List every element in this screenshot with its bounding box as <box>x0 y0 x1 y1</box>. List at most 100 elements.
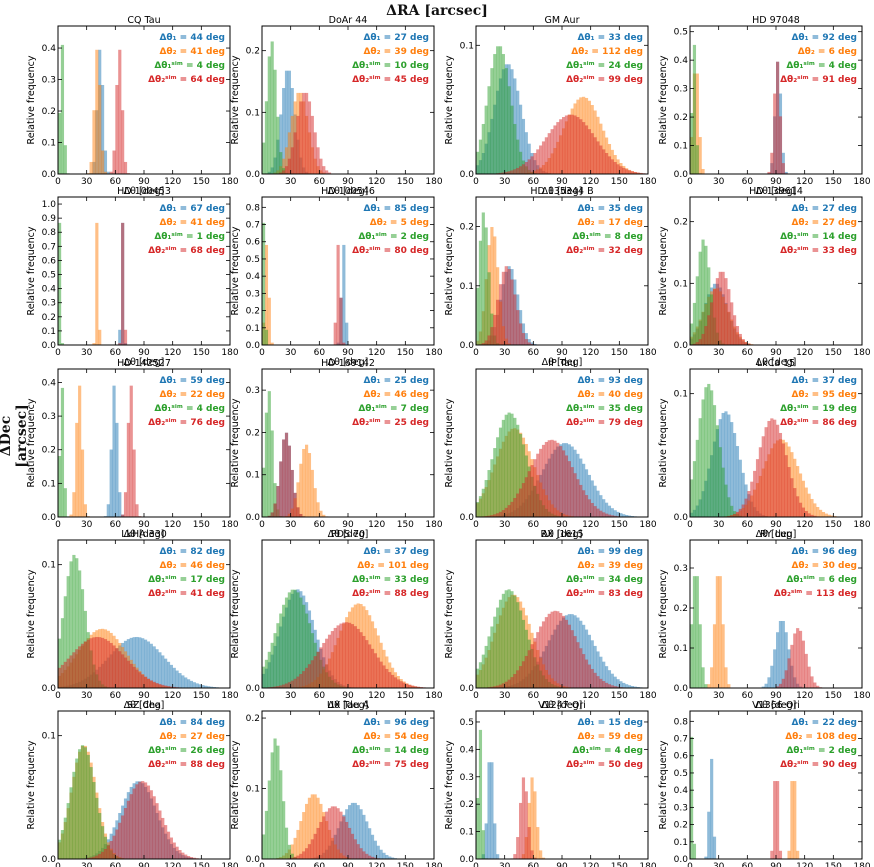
series-2 <box>58 44 70 174</box>
histogram-bar <box>773 419 777 517</box>
x-tick-label: 60 <box>528 691 540 701</box>
x-tick-label: 180 <box>425 520 442 530</box>
y-tick-label: 0.2 <box>674 821 688 831</box>
histogram-bar <box>408 684 412 688</box>
histogram-bar <box>519 323 523 345</box>
histogram-bar <box>570 114 574 174</box>
histogram-bar <box>567 114 571 174</box>
histogram-bar <box>519 610 523 688</box>
histogram-bar <box>490 515 494 517</box>
y-tick-label: 0.0 <box>42 513 57 523</box>
histogram-bar <box>793 781 797 859</box>
histogram-bar <box>773 781 777 859</box>
histogram-bar <box>750 481 754 517</box>
histogram-bar <box>307 453 312 517</box>
histogram-bar <box>559 612 563 688</box>
subplot-title: IP Tau <box>548 358 576 369</box>
x-tick-label: 180 <box>853 177 870 187</box>
histogram-bar <box>755 459 760 517</box>
histogram-bar <box>715 278 719 345</box>
histogram-bar <box>590 668 594 688</box>
y-axis-label: Relative frequency <box>658 55 669 144</box>
histogram-bar <box>801 480 805 517</box>
x-tick-label: 150 <box>397 177 414 187</box>
y-tick-label: 0.4 <box>674 56 689 66</box>
histogram-bar <box>721 271 725 345</box>
histogram-bar <box>773 649 777 688</box>
histogram-bar <box>287 682 291 688</box>
x-tick-label: 90 <box>556 691 568 701</box>
histogram-bar <box>118 651 122 688</box>
histogram-bar <box>599 678 603 688</box>
subplot-title: HD 100453 <box>117 186 171 197</box>
x-tick-label: 60 <box>110 177 122 187</box>
histogram-bar <box>778 116 783 174</box>
histogram-bar <box>516 424 520 517</box>
histogram-bar <box>804 653 808 688</box>
histogram-bar <box>605 513 609 517</box>
histogram-bar <box>138 672 142 688</box>
histogram-bar <box>112 150 116 174</box>
histogram-bar <box>365 853 369 859</box>
x-tick-label: 120 <box>368 177 385 187</box>
histogram-bar <box>533 153 537 174</box>
histogram-bar <box>690 479 694 517</box>
histogram-bar <box>152 681 156 688</box>
y-tick-label: 0.1 <box>42 561 56 571</box>
histogram-bar <box>827 514 831 517</box>
histogram-bar <box>487 272 491 345</box>
histogram-bar <box>533 343 537 345</box>
y-tick-label: 0.3 <box>246 289 260 299</box>
histogram-bar <box>490 68 494 174</box>
annotation-2: Δθ₁ˢⁱᵐ = 4 deg <box>786 61 857 71</box>
histogram-bar <box>264 412 269 517</box>
x-tick-label: 120 <box>368 520 385 530</box>
histogram-bar <box>701 667 705 688</box>
histogram-bar <box>80 449 85 517</box>
series-2 <box>58 387 70 517</box>
histogram-bar <box>302 448 306 517</box>
y-tick-label: 0.2 <box>460 223 474 233</box>
annotation-0: Δθ₁ = 15 deg <box>577 718 643 728</box>
histogram-bar <box>524 339 528 345</box>
x-tick-label: 180 <box>639 348 656 358</box>
histogram-bar <box>587 634 591 688</box>
histogram-bar <box>262 222 266 345</box>
histogram-bar <box>103 836 108 859</box>
histogram-bar <box>521 619 526 688</box>
histogram-bar <box>69 655 73 688</box>
histogram-bar <box>166 831 171 859</box>
histogram-bar <box>333 806 337 859</box>
histogram-bar <box>273 69 277 174</box>
histogram-bar <box>476 287 480 345</box>
histogram-bar <box>388 672 392 688</box>
y-tick-label: 0.8 <box>42 228 57 238</box>
histogram-bar <box>481 343 485 345</box>
y-axis-label: Relative frequency <box>658 740 669 829</box>
series-3 <box>287 806 380 859</box>
histogram-bar <box>129 663 133 688</box>
annotation-3: Δθ₂ˢⁱᵐ = 68 deg <box>148 246 225 256</box>
histogram-bar <box>507 589 511 688</box>
histogram-bar <box>510 677 514 688</box>
histogram-bar <box>307 101 312 174</box>
histogram-bar <box>701 239 705 345</box>
histogram-bar <box>695 342 699 345</box>
histogram-bar <box>767 420 771 517</box>
annotation-2: Δθ₁ˢⁱᵐ = 7 deg <box>358 404 429 414</box>
histogram-bar <box>533 638 537 688</box>
x-tick-label: 120 <box>164 348 181 358</box>
annotation-1: Δθ₂ = 6 deg <box>798 47 857 57</box>
histogram-bar <box>539 850 543 859</box>
histogram-bar <box>530 156 534 174</box>
annotation-2: Δθ₁ˢⁱᵐ = 4 deg <box>154 404 225 414</box>
histogram-bar <box>264 244 269 345</box>
histogram-bar <box>533 791 537 859</box>
histogram-bar <box>527 143 531 174</box>
annotation-2: Δθ₁ˢⁱᵐ = 2 deg <box>786 746 857 756</box>
series-3 <box>692 271 751 345</box>
histogram-bar <box>698 339 702 345</box>
x-tick-label: 0 <box>55 862 61 867</box>
histogram-bar <box>516 90 520 174</box>
